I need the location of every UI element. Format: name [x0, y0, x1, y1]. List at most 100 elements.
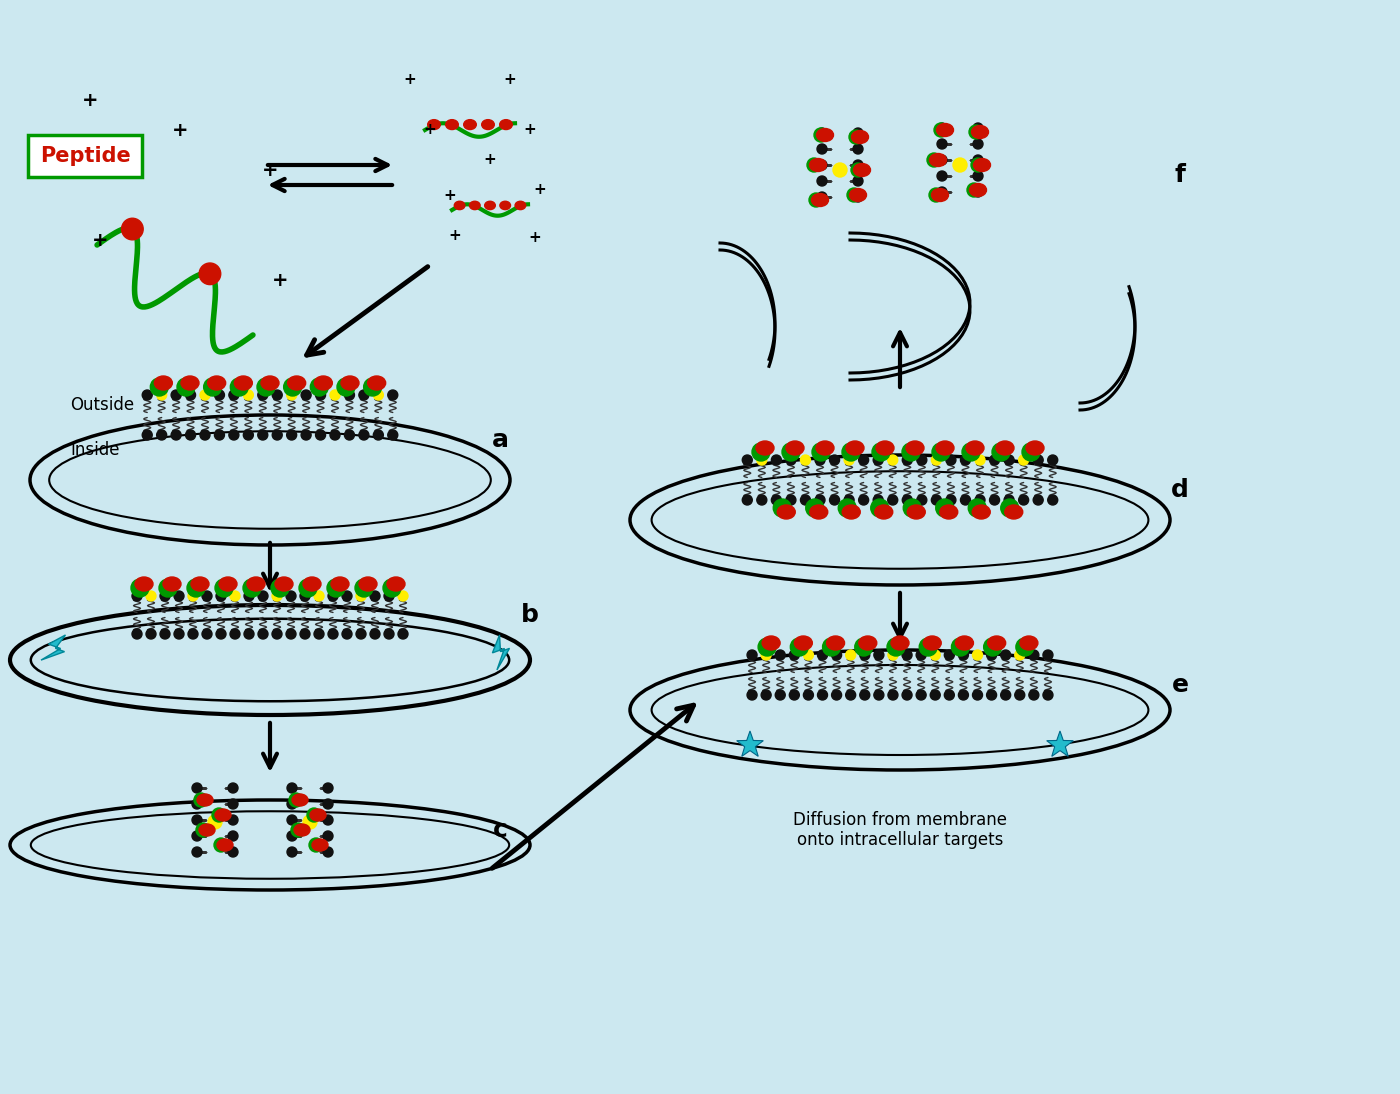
Ellipse shape	[162, 577, 181, 591]
Ellipse shape	[484, 201, 496, 210]
Circle shape	[888, 494, 897, 505]
Circle shape	[176, 379, 195, 396]
Ellipse shape	[217, 839, 232, 851]
Circle shape	[244, 430, 253, 440]
Ellipse shape	[930, 153, 946, 166]
Circle shape	[815, 494, 825, 505]
Circle shape	[973, 139, 983, 149]
Ellipse shape	[218, 577, 237, 591]
Circle shape	[844, 494, 854, 505]
Circle shape	[846, 690, 855, 700]
Circle shape	[146, 629, 155, 639]
Ellipse shape	[500, 119, 512, 129]
Circle shape	[272, 591, 281, 601]
Circle shape	[323, 847, 333, 857]
Circle shape	[860, 690, 869, 700]
Circle shape	[927, 153, 941, 167]
Circle shape	[272, 389, 283, 400]
Circle shape	[1047, 494, 1058, 505]
Circle shape	[186, 430, 196, 440]
Circle shape	[872, 443, 890, 461]
Circle shape	[973, 187, 983, 197]
Circle shape	[323, 831, 333, 841]
Circle shape	[196, 823, 210, 837]
Circle shape	[228, 847, 238, 857]
Circle shape	[888, 638, 904, 656]
Ellipse shape	[809, 159, 826, 172]
Text: +: +	[81, 91, 98, 109]
Circle shape	[902, 494, 913, 505]
Circle shape	[931, 455, 941, 465]
Circle shape	[937, 155, 946, 165]
Ellipse shape	[851, 130, 868, 143]
Circle shape	[200, 389, 210, 400]
Circle shape	[762, 650, 771, 660]
Circle shape	[785, 494, 797, 505]
Ellipse shape	[246, 577, 265, 591]
Circle shape	[258, 430, 267, 440]
Circle shape	[771, 494, 781, 505]
Circle shape	[801, 455, 811, 465]
Circle shape	[916, 690, 927, 700]
Circle shape	[370, 591, 379, 601]
Circle shape	[853, 193, 862, 202]
Text: +: +	[272, 270, 288, 290]
Ellipse shape	[309, 808, 326, 820]
Circle shape	[200, 430, 210, 440]
Circle shape	[790, 690, 799, 700]
Circle shape	[216, 591, 225, 601]
Circle shape	[972, 158, 986, 172]
Ellipse shape	[939, 505, 958, 519]
Ellipse shape	[216, 808, 231, 820]
Ellipse shape	[330, 577, 349, 591]
Circle shape	[1001, 499, 1019, 517]
Circle shape	[287, 783, 297, 793]
Circle shape	[990, 455, 1000, 465]
Circle shape	[287, 831, 297, 841]
Ellipse shape	[302, 577, 321, 591]
Circle shape	[871, 499, 889, 517]
Circle shape	[973, 650, 983, 660]
Ellipse shape	[515, 201, 526, 210]
Circle shape	[846, 650, 855, 660]
Text: a: a	[491, 428, 508, 452]
Circle shape	[987, 650, 997, 660]
Circle shape	[315, 389, 326, 400]
Circle shape	[917, 455, 927, 465]
Circle shape	[791, 638, 808, 656]
Circle shape	[228, 815, 238, 825]
Ellipse shape	[816, 441, 834, 455]
Circle shape	[953, 158, 967, 172]
Ellipse shape	[890, 636, 909, 650]
Circle shape	[337, 379, 356, 396]
Ellipse shape	[1005, 505, 1023, 519]
Circle shape	[773, 499, 791, 517]
Circle shape	[959, 690, 969, 700]
Circle shape	[1001, 690, 1011, 700]
Circle shape	[771, 455, 781, 465]
Circle shape	[171, 389, 181, 400]
Text: Peptide: Peptide	[39, 146, 130, 166]
Circle shape	[832, 690, 841, 700]
Text: Inside: Inside	[70, 441, 119, 459]
Circle shape	[228, 430, 239, 440]
Circle shape	[323, 783, 333, 793]
Circle shape	[874, 690, 883, 700]
Ellipse shape	[794, 636, 812, 650]
Circle shape	[330, 430, 340, 440]
Circle shape	[974, 494, 986, 505]
Ellipse shape	[294, 824, 309, 836]
Ellipse shape	[907, 505, 925, 519]
Circle shape	[356, 629, 365, 639]
Circle shape	[804, 690, 813, 700]
Circle shape	[160, 629, 169, 639]
Circle shape	[186, 389, 196, 400]
Text: Diffusion from membrane
onto intracellular targets: Diffusion from membrane onto intracellul…	[792, 811, 1007, 849]
Circle shape	[1004, 494, 1014, 505]
Circle shape	[323, 815, 333, 825]
Circle shape	[323, 799, 333, 808]
Circle shape	[902, 455, 913, 465]
Ellipse shape	[762, 636, 780, 650]
Circle shape	[823, 638, 840, 656]
Circle shape	[192, 799, 202, 808]
